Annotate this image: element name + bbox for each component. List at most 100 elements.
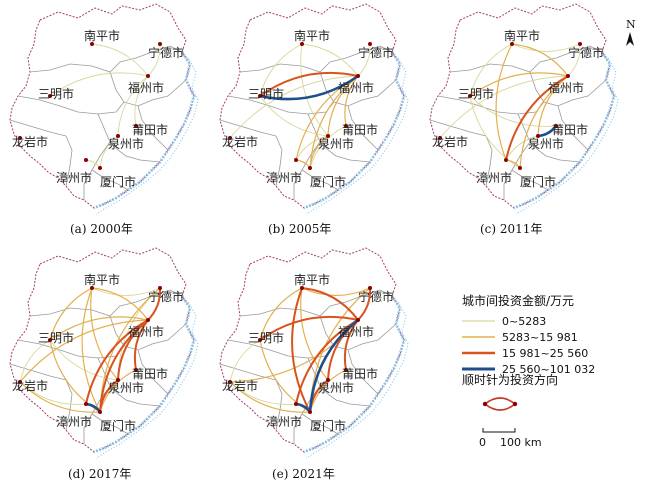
city-point bbox=[344, 368, 348, 372]
city-point bbox=[116, 378, 120, 382]
flow-line bbox=[295, 135, 329, 161]
city-point bbox=[228, 136, 232, 140]
flow-line bbox=[295, 319, 359, 405]
city-label: 漳州市 bbox=[56, 414, 92, 429]
city-label: 南平市 bbox=[294, 28, 330, 43]
city-label: 莆田市 bbox=[132, 122, 168, 137]
flow-line bbox=[537, 75, 569, 137]
city-point bbox=[48, 338, 52, 342]
flow-line bbox=[344, 75, 359, 127]
panel-caption: (c) 2011年 bbox=[480, 222, 542, 236]
city-point bbox=[228, 380, 232, 384]
city-point bbox=[294, 158, 298, 162]
city-label: 宁德市 bbox=[568, 45, 604, 60]
flow-line bbox=[505, 75, 569, 161]
flow-line bbox=[259, 287, 303, 341]
city-label: 莆田市 bbox=[132, 366, 168, 381]
city-label: 宁德市 bbox=[358, 289, 394, 304]
city-point bbox=[90, 42, 94, 46]
flow-line bbox=[308, 318, 360, 414]
direction-dot-left bbox=[482, 401, 488, 407]
city-point bbox=[344, 124, 348, 128]
city-label: 三明市 bbox=[38, 86, 74, 101]
flow-line bbox=[49, 72, 149, 97]
city-point bbox=[300, 286, 304, 290]
city-point bbox=[90, 286, 94, 290]
city-point bbox=[294, 402, 298, 406]
panel-caption: (a) 2000年 bbox=[70, 222, 133, 236]
flow-line bbox=[49, 339, 119, 381]
legend: 城市间投资金额/万元 0~5283 5283~15 981 15 981~25 56… bbox=[462, 293, 595, 411]
north-arrow-icon: N bbox=[626, 18, 636, 46]
direction-dot-right bbox=[512, 401, 518, 407]
city-point bbox=[98, 166, 102, 170]
city-label: 厦门市 bbox=[100, 174, 136, 189]
flow-line bbox=[301, 43, 359, 77]
city-point bbox=[368, 42, 372, 46]
flow-line bbox=[259, 43, 303, 97]
city-label: 福州市 bbox=[128, 80, 164, 95]
city-label: 泉州市 bbox=[528, 136, 564, 151]
city-point bbox=[18, 380, 22, 384]
city-label: 龙岩市 bbox=[432, 134, 468, 149]
flow-line bbox=[117, 319, 149, 381]
city-label: 泉州市 bbox=[318, 380, 354, 395]
panel-caption: (b) 2005年 bbox=[268, 222, 331, 236]
flow-line bbox=[357, 287, 372, 321]
city-label: 南平市 bbox=[294, 272, 330, 287]
city-point bbox=[326, 378, 330, 382]
flow-line bbox=[300, 287, 329, 381]
flow-line bbox=[117, 75, 149, 137]
city-point bbox=[300, 42, 304, 46]
scale-bar: 0 100 km bbox=[479, 428, 542, 449]
flow-line bbox=[495, 43, 513, 161]
flow-line bbox=[147, 287, 162, 321]
city-point bbox=[258, 94, 262, 98]
legend-label: 25 560~101 032 bbox=[502, 363, 595, 376]
flow-line bbox=[81, 287, 101, 413]
city-label: 南平市 bbox=[84, 28, 120, 43]
flow-line bbox=[511, 43, 581, 52]
city-label: 三明市 bbox=[38, 330, 74, 345]
city-label: 宁德市 bbox=[148, 289, 184, 304]
flow-line bbox=[19, 381, 101, 413]
city-label: 泉州市 bbox=[318, 136, 354, 151]
city-label: 漳州市 bbox=[476, 170, 512, 185]
flow-line bbox=[309, 125, 347, 169]
city-point bbox=[84, 402, 88, 406]
city-label: 三明市 bbox=[248, 330, 284, 345]
flow-line bbox=[259, 71, 359, 97]
panel-caption: (d) 2017年 bbox=[68, 467, 131, 481]
city-label: 龙岩市 bbox=[222, 134, 258, 149]
city-label: 厦门市 bbox=[520, 174, 556, 189]
flow-line bbox=[469, 43, 513, 97]
city-label: 漳州市 bbox=[266, 414, 302, 429]
legend-label: 0~5283 bbox=[502, 315, 546, 328]
flow-line bbox=[259, 315, 359, 341]
flow-line bbox=[301, 287, 371, 297]
city-point bbox=[468, 94, 472, 98]
city-point bbox=[116, 134, 120, 138]
city-label: 漳州市 bbox=[266, 170, 302, 185]
city-label: 福州市 bbox=[548, 80, 584, 95]
city-point bbox=[368, 286, 372, 290]
flow-line bbox=[505, 135, 539, 161]
flow-line bbox=[469, 72, 569, 97]
city-point bbox=[308, 166, 312, 170]
flow-line bbox=[259, 95, 329, 137]
scale-label: 0 100 km bbox=[479, 436, 542, 449]
city-point bbox=[356, 318, 360, 322]
city-point bbox=[146, 318, 150, 322]
city-label: 漳州市 bbox=[56, 170, 92, 185]
city-point bbox=[134, 368, 138, 372]
flow-line bbox=[99, 135, 119, 169]
city-label: 宁德市 bbox=[358, 45, 394, 60]
flow-line bbox=[229, 339, 261, 383]
city-point bbox=[84, 158, 88, 162]
flow-line bbox=[147, 43, 161, 77]
flow-line bbox=[229, 381, 311, 413]
flow-line bbox=[357, 43, 371, 77]
